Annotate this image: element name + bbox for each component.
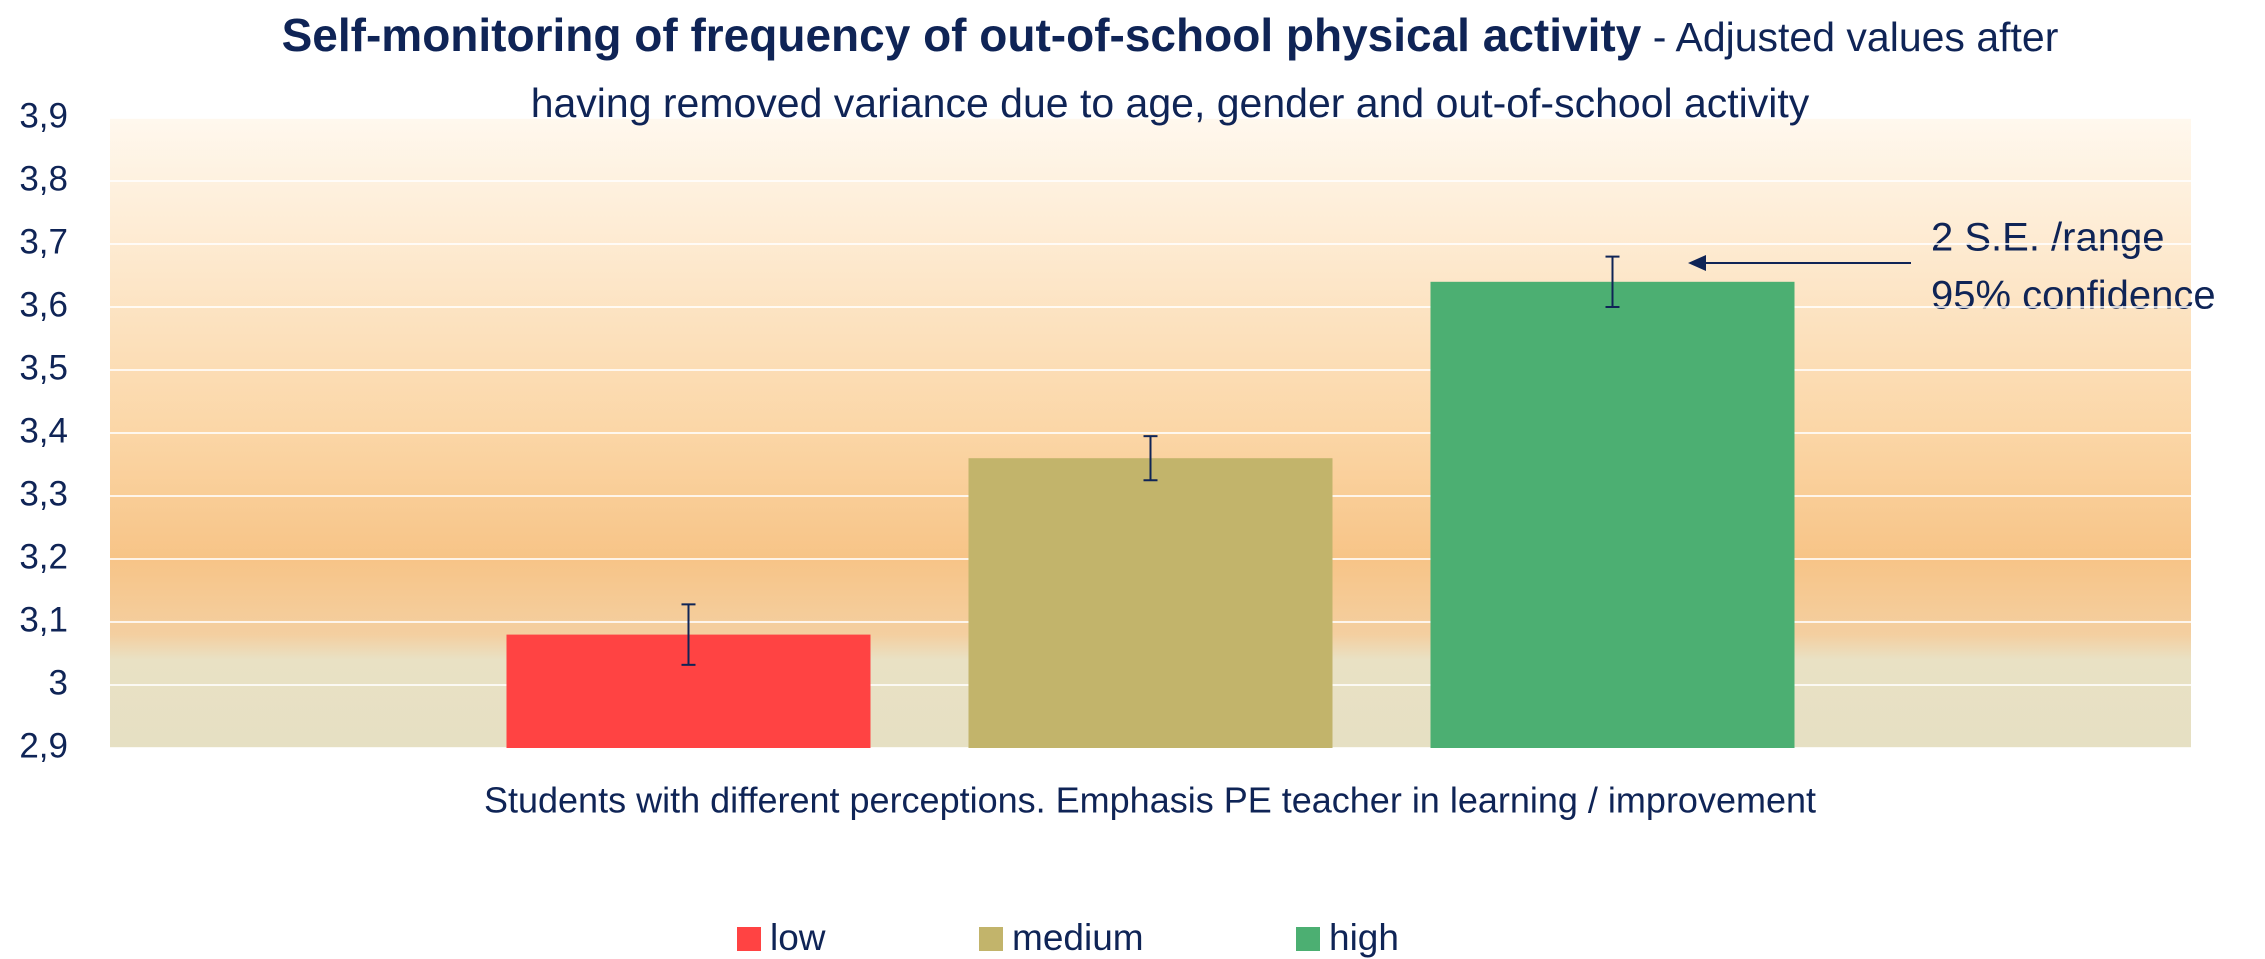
- annotation: 2 S.E. /range: [1931, 216, 2164, 260]
- y-tick-label: 3,3: [19, 474, 68, 513]
- annotation-arrowhead: [1688, 255, 1706, 271]
- legend-swatch: [979, 927, 1003, 951]
- y-tick-label: 3,1: [19, 600, 68, 639]
- title-block: Self-monitoring of frequency of out-of-s…: [280, 2, 2060, 136]
- annotation: 95% confidence: [1931, 274, 2216, 318]
- chart-subtitle: - Adjusted values after having removed v…: [530, 14, 2059, 126]
- bar: [1430, 281, 1795, 748]
- x-axis-label: Students with different perceptions. Emp…: [484, 780, 1816, 821]
- y-tick-label: 3,9: [19, 96, 68, 135]
- y-tick-label: 3,2: [19, 537, 68, 576]
- legend-swatch: [1296, 927, 1320, 951]
- y-tick-label: 3,7: [19, 222, 68, 261]
- y-tick-label: 2,9: [19, 726, 68, 765]
- y-tick-label: 3: [49, 663, 68, 702]
- bar: [968, 458, 1333, 748]
- legend-label: medium: [1012, 917, 1144, 958]
- y-tick-label: 3,4: [19, 411, 68, 450]
- chart-title: Self-monitoring of frequency of out-of-s…: [281, 9, 1642, 61]
- y-tick-label: 3,5: [19, 348, 68, 387]
- legend-label: low: [770, 917, 826, 958]
- legend-swatch: [737, 927, 761, 951]
- legend-label: high: [1329, 917, 1399, 958]
- y-tick-label: 3,6: [19, 285, 68, 324]
- y-tick-label: 3,8: [19, 159, 68, 198]
